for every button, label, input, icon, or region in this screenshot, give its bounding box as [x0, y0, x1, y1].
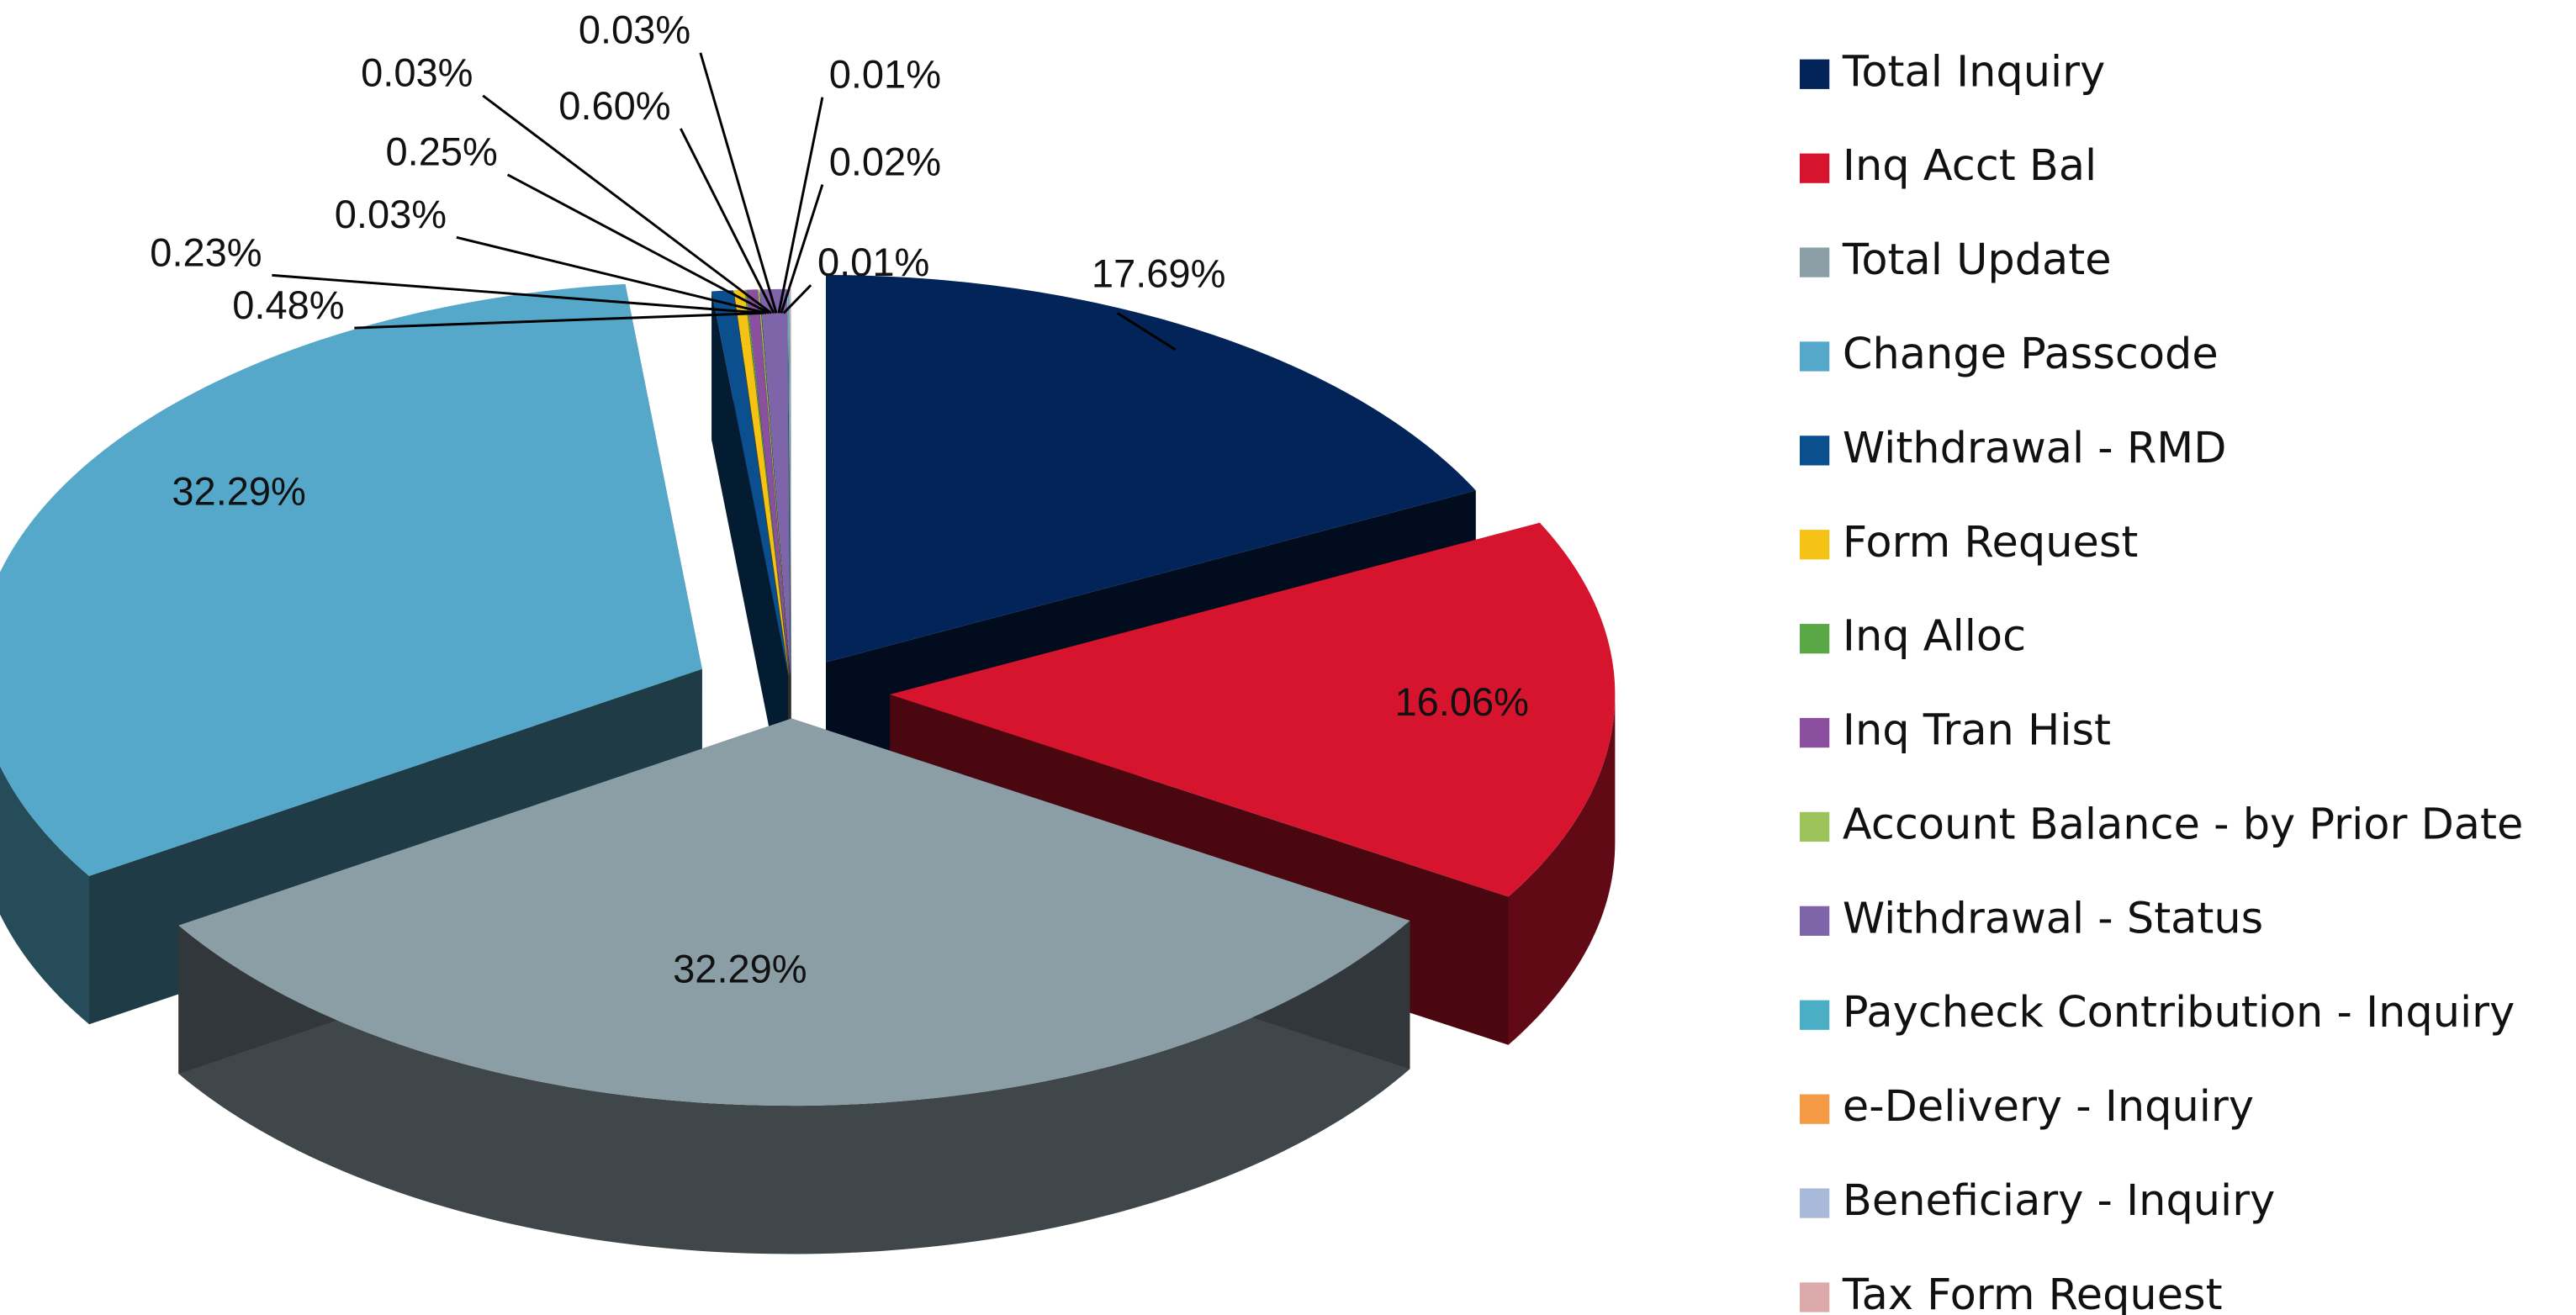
legend-label: Paycheck Contribution - Inquiry [1843, 988, 2515, 1038]
data-label: 32.29% [673, 947, 807, 991]
slice-top [733, 289, 790, 677]
slice-side [0, 766, 89, 1025]
legend-label: e-Delivery - Inquiry [1843, 1082, 2254, 1132]
slice-wall [711, 291, 789, 825]
slice-top [178, 718, 1410, 1106]
slice-top [758, 289, 791, 677]
slice-top [826, 275, 1476, 663]
leader-line [1116, 312, 1177, 351]
legend-label: Total Update [1842, 235, 2112, 285]
data-label: 0.02% [829, 139, 941, 183]
leader-line [777, 97, 824, 314]
leader-line [782, 284, 812, 314]
slice-side [1508, 694, 1616, 1045]
data-label: 16.06% [1395, 679, 1529, 724]
leader-line [272, 273, 764, 314]
leader-line [699, 52, 778, 314]
leader-line [780, 184, 824, 314]
data-label: 17.69% [1092, 251, 1225, 296]
legend-swatch [1799, 436, 1830, 466]
data-label: 0.25% [386, 129, 498, 174]
legend-swatch [1799, 1188, 1830, 1218]
legend-swatch [1799, 1282, 1830, 1312]
legend-swatch [1799, 153, 1830, 183]
data-label: 0.03% [361, 50, 473, 95]
data-label: 0.03% [335, 192, 447, 236]
legend-label: Account Balance - by Prior Date [1843, 800, 2523, 849]
data-label: 0.03% [579, 8, 690, 52]
legend-swatch [1799, 1094, 1830, 1124]
legend-swatch [1799, 717, 1830, 748]
legend-label: Change Passcode [1843, 330, 2219, 379]
legend-label: Withdrawal - Status [1843, 894, 2263, 943]
legend-swatch [1799, 341, 1830, 372]
data-label: 32.29% [172, 468, 305, 513]
legend-label: Form Request [1843, 518, 2138, 568]
legend-label: Total Inquiry [1842, 47, 2105, 97]
legend-swatch [1799, 1000, 1830, 1030]
leader-line [456, 235, 767, 314]
data-label: 0.23% [150, 230, 262, 274]
data-label: 0.48% [232, 283, 344, 327]
slice-top [759, 288, 791, 677]
legend-swatch [1799, 530, 1830, 560]
legend-swatch [1799, 811, 1830, 842]
legend-label: Beneficiary - Inquiry [1843, 1176, 2275, 1226]
leader-line [482, 94, 773, 314]
legend-swatch [1799, 247, 1830, 277]
legend-label: Inq Acct Bal [1843, 141, 2097, 191]
leader-line [354, 311, 762, 330]
slice-top [890, 522, 1616, 897]
slice-top [711, 290, 789, 677]
legend-swatch [1799, 906, 1830, 936]
slice-top [0, 283, 702, 876]
legend-label: Withdrawal - RMD [1843, 424, 2227, 473]
legend-label: Inq Tran Hist [1843, 706, 2111, 756]
slice-top [789, 288, 791, 677]
legend-label: Tax Form Request [1842, 1270, 2223, 1315]
leader-line [680, 128, 775, 314]
legend-swatch [1799, 59, 1830, 89]
legend-label: Inq Alloc [1843, 612, 2026, 662]
slice [711, 290, 789, 825]
slice-side [178, 921, 1410, 1254]
data-label: 0.60% [558, 83, 670, 128]
slice-top [746, 289, 790, 677]
slice-top [744, 289, 790, 677]
data-label: 0.01% [817, 240, 929, 284]
data-label: 0.01% [829, 52, 941, 97]
slice [178, 718, 1410, 1254]
leader-line [506, 173, 770, 314]
legend-swatch [1799, 624, 1830, 654]
